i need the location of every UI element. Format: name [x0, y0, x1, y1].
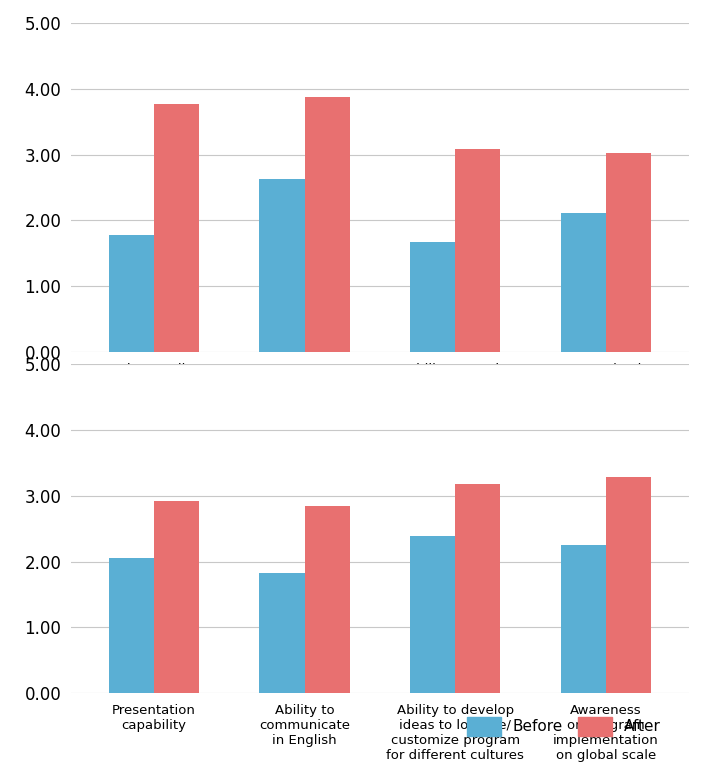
Bar	[109, 235, 154, 353]
Bar	[154, 104, 199, 353]
Bar	[561, 213, 606, 353]
Bar	[410, 536, 455, 694]
Bar	[606, 477, 651, 694]
Legend: Before, After: Before, After	[459, 710, 669, 743]
Bar	[109, 559, 154, 694]
Bar	[154, 501, 199, 694]
Bar	[455, 484, 501, 694]
Bar	[606, 153, 651, 353]
Bar	[561, 545, 606, 694]
Bar	[259, 179, 305, 353]
Bar	[259, 573, 305, 694]
Bar	[410, 242, 455, 353]
Bar	[305, 98, 350, 353]
Bar	[305, 506, 350, 694]
Bar	[455, 150, 501, 353]
